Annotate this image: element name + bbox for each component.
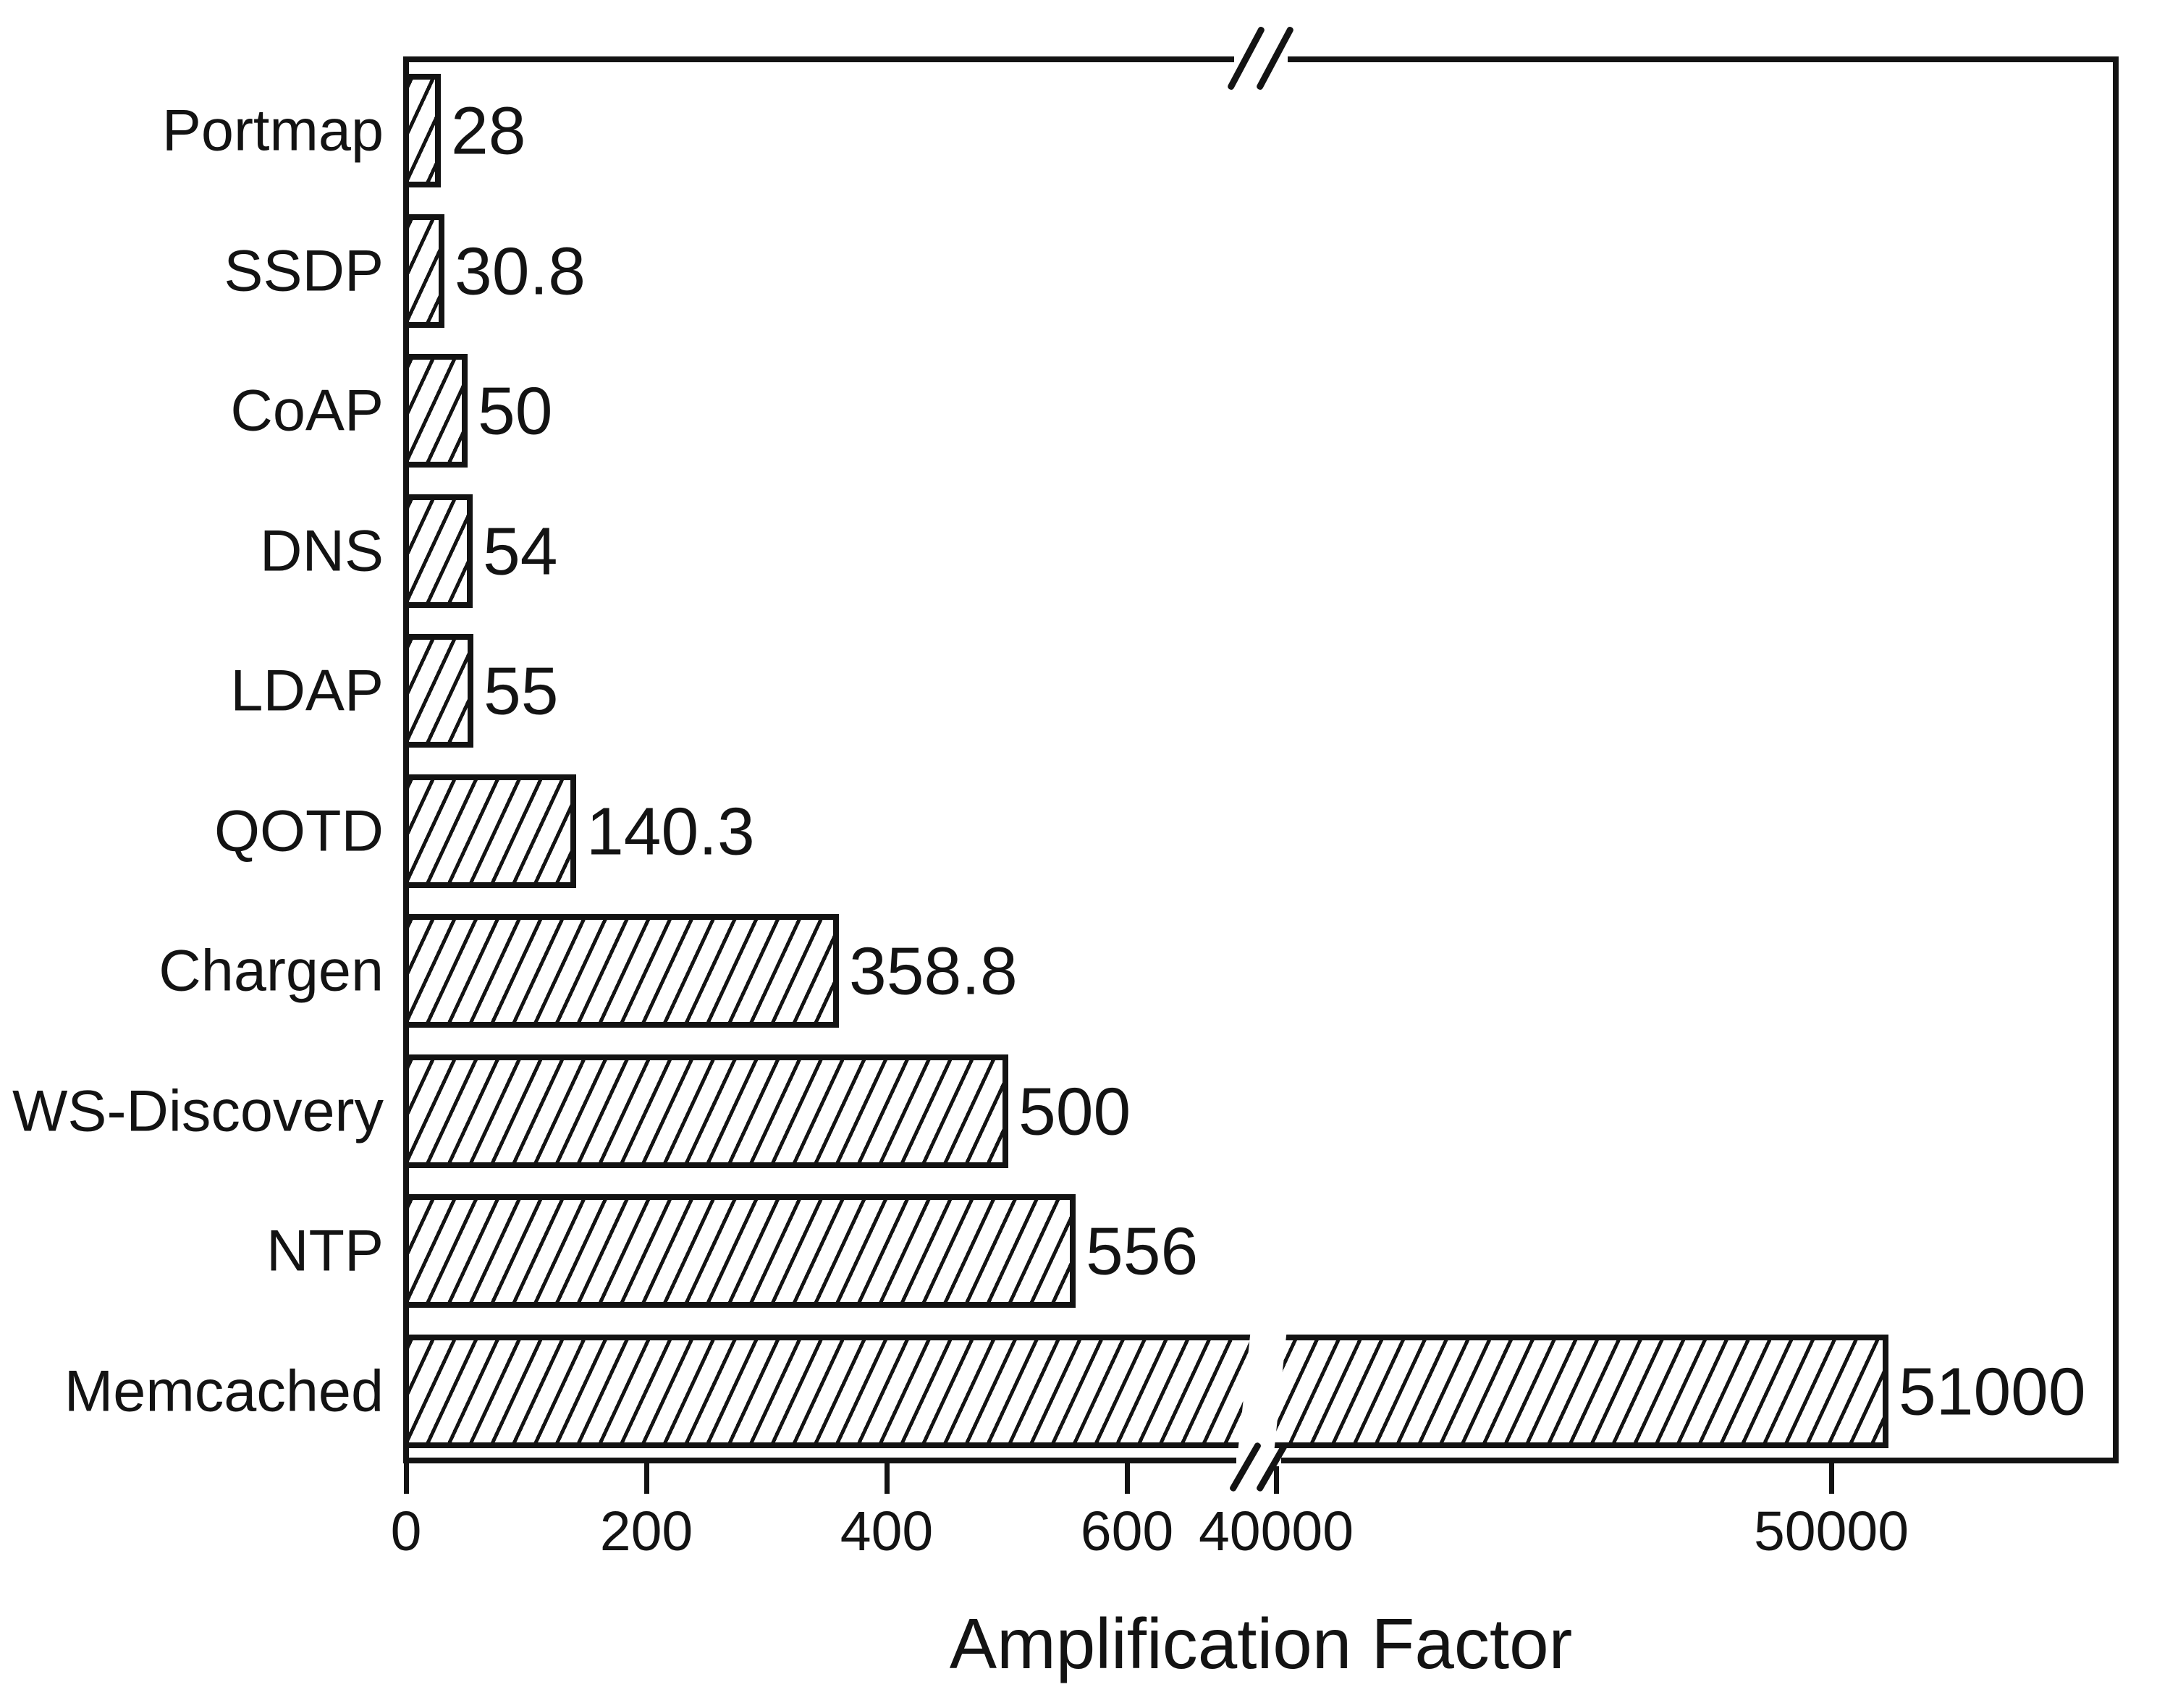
category-label-coap: CoAP (230, 378, 384, 444)
value-label-dns: 54 (483, 513, 558, 589)
bar-dns (403, 494, 473, 608)
category-label-ntp: NTP (266, 1218, 384, 1284)
x-tick-label-50000: 50000 (1753, 1500, 1909, 1563)
x-tick-label-200: 200 (599, 1500, 693, 1563)
value-label-ldap: 55 (484, 653, 559, 729)
x-tick-600 (1125, 1463, 1130, 1494)
bar-ssdp (403, 214, 444, 328)
bar-qotd (403, 774, 576, 888)
x-axis-title: Amplification Factor (949, 1604, 1573, 1683)
value-label-chargen: 358.8 (849, 933, 1018, 1009)
bar-memcached (403, 1335, 1888, 1448)
value-label-qotd: 140.3 (586, 793, 755, 869)
x-tick-label-400: 400 (840, 1500, 934, 1563)
x-tick-400 (885, 1463, 890, 1494)
value-label-portmap: 28 (451, 93, 526, 169)
bar-chargen (403, 914, 839, 1028)
bar-ws-discovery (403, 1054, 1008, 1168)
bar-portmap (403, 74, 441, 187)
bar-coap (403, 354, 468, 468)
category-label-dns: DNS (259, 518, 384, 584)
category-label-portmap: Portmap (161, 98, 384, 164)
category-label-chargen: Chargen (159, 938, 384, 1004)
value-label-ntp: 556 (1086, 1213, 1199, 1289)
category-label-qotd: QOTD (214, 798, 384, 864)
value-label-coap: 50 (478, 373, 553, 449)
x-tick-label-40000: 40000 (1198, 1500, 1354, 1563)
x-tick-40000 (1274, 1463, 1279, 1494)
bar-ntp (403, 1194, 1076, 1308)
value-label-ssdp: 30.8 (455, 233, 586, 309)
x-tick-200 (644, 1463, 649, 1494)
category-label-ldap: LDAP (230, 658, 384, 724)
category-label-ssdp: SSDP (224, 238, 384, 304)
x-tick-50000 (1829, 1463, 1834, 1494)
x-tick-label-600: 600 (1080, 1500, 1174, 1563)
bar-ldap (403, 634, 473, 748)
category-label-memcached: Memcached (64, 1358, 384, 1424)
x-tick-label-0: 0 (390, 1500, 422, 1563)
value-label-ws-discovery: 500 (1018, 1073, 1131, 1149)
value-label-memcached: 51000 (1899, 1353, 2086, 1429)
category-label-ws-discovery: WS-Discovery (12, 1078, 384, 1144)
x-tick-0 (404, 1463, 409, 1494)
